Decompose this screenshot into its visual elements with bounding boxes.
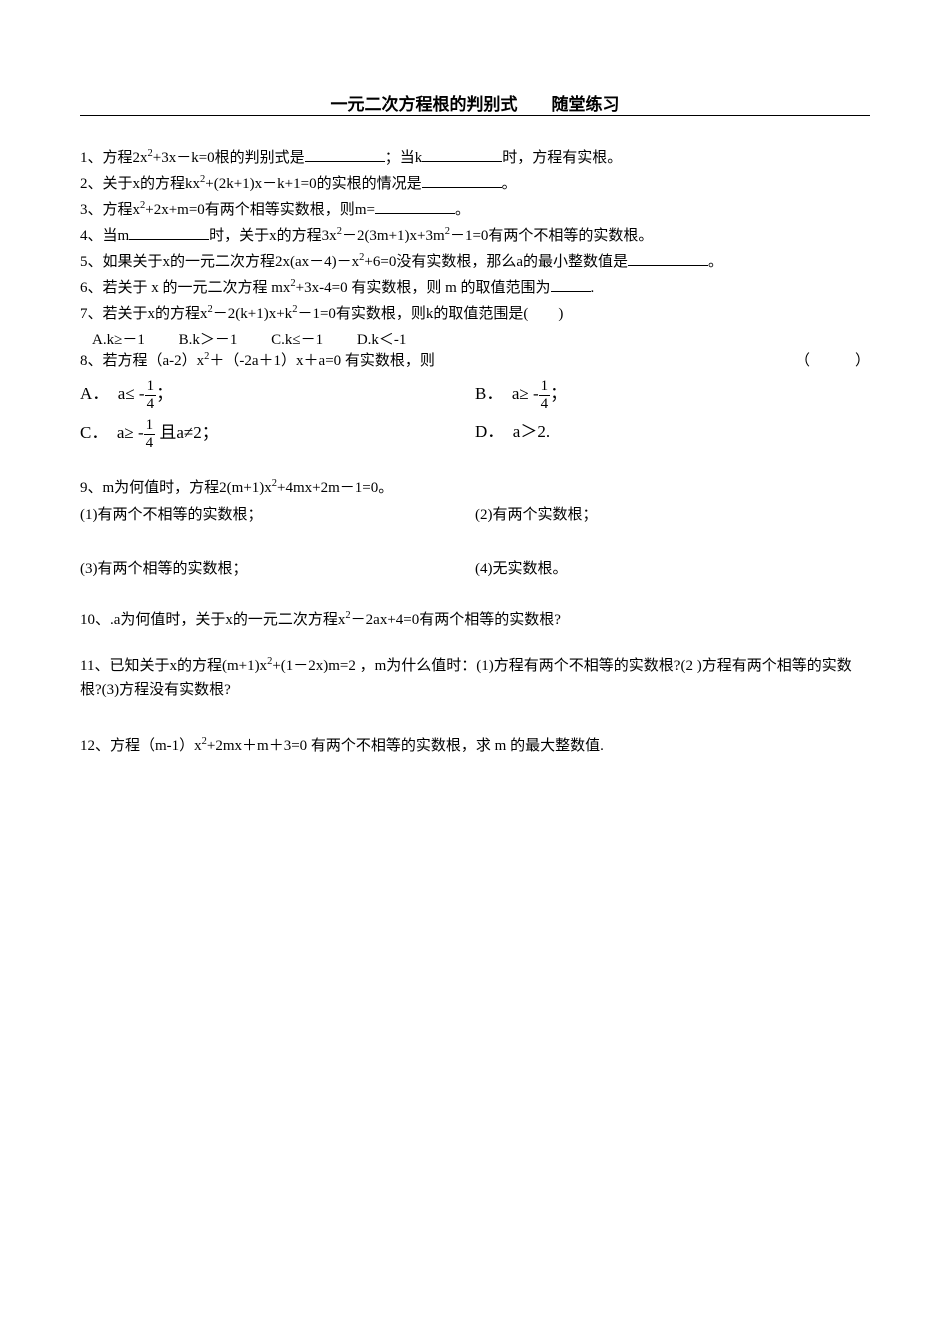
option-c: C． a≥ -14 且a≠2； [80, 417, 475, 451]
numerator: 1 [539, 378, 551, 396]
title-underline: 一元二次方程根的判别式 随堂练习 [80, 90, 870, 116]
problem-9-sub2: (3)有两个相等的实数根； (4)无实数根。 [80, 557, 870, 578]
text: －2(k+1)x+k [213, 306, 292, 322]
option-d: D.k＜-1 [357, 332, 407, 348]
blank [375, 198, 455, 214]
option-c: C.k≤－1 [271, 332, 323, 348]
spacer [80, 634, 870, 654]
text: A． a≤ - [80, 384, 145, 403]
problem-7-options: A.k≥－1 B.k＞－1 C.k≤－1 D.k＜-1 [92, 328, 870, 349]
blank [628, 250, 708, 266]
sub-2: (2)有两个实数根； [475, 503, 870, 524]
problem-11: 11、已知关于x的方程(m+1)x2+(1－2x)m=2 ，m为什么值时：(1)… [80, 654, 870, 702]
text: －1=0有两个不相等的实数根。 [450, 228, 653, 244]
sub-3: (3)有两个相等的实数根； [80, 557, 475, 578]
blank [129, 224, 209, 240]
problem-8: 8、若方程（a-2）x2＋（-2a＋1）x＋a=0 有实数根，则 （ ） [80, 349, 870, 373]
text: 6、若关于 x 的一元二次方程 mx [80, 280, 290, 296]
spacer [80, 524, 870, 554]
text: ＋（-2a＋1）x＋a=0 有实数根，则 [209, 353, 435, 369]
problem-4: 4、当m时，关于x的方程3x2－2(3m+1)x+3m2－1=0有两个不相等的实… [80, 224, 870, 248]
text: 4、当m [80, 228, 129, 244]
text: 。 [502, 176, 517, 192]
problem-5: 5、如果关于x的一元二次方程2x(ax－4)－x2+6=0没有实数根，那么a的最… [80, 250, 870, 274]
spacer [80, 704, 870, 734]
text: 时，关于x的方程3x [209, 228, 337, 244]
text: －1=0有实数根，则k的取值范围是( ) [297, 306, 563, 322]
blank [551, 276, 591, 292]
text: 12、方程（m-1）x [80, 738, 202, 754]
text: C． a≥ - [80, 423, 144, 442]
fraction: 14 [539, 378, 551, 412]
text: 10、.a为何值时，关于x的一元二次方程x [80, 612, 345, 628]
text: 11、已知关于x的方程(m+1)x [80, 658, 267, 674]
blank [422, 172, 502, 188]
text: D． a＞2. [475, 422, 550, 441]
text: ；当k [385, 150, 423, 166]
text: +6=0没有实数根，那么a的最小整数值是 [364, 254, 628, 270]
denominator: 4 [539, 396, 551, 413]
text: 。 [708, 254, 723, 270]
problem-7: 7、若关于x的方程x2－2(k+1)x+k2－1=0有实数根，则k的取值范围是(… [80, 302, 870, 326]
sub-4: (4)无实数根。 [475, 557, 870, 578]
text: ； [550, 384, 567, 403]
numerator: 1 [144, 417, 156, 435]
text: +3x－k=0根的判别式是 [153, 150, 305, 166]
text: B． a≥ - [475, 384, 539, 403]
fraction: 14 [144, 417, 156, 451]
option-d: D． a＞2. [475, 417, 870, 451]
text: 5、如果关于x的一元二次方程2x(ax－4)－x [80, 254, 359, 270]
text: 3、方程x [80, 202, 140, 218]
text: +2x+m=0有两个相等实数根，则m= [145, 202, 375, 218]
text: +(2k+1)x－k+1=0的实根的情况是 [205, 176, 421, 192]
text: －2ax+4=0有两个相等的实数根? [351, 612, 561, 628]
title-row: 一元二次方程根的判别式 随堂练习 [80, 90, 870, 116]
text: 时，方程有实根。 [502, 150, 622, 166]
problem-12: 12、方程（m-1）x2+2mx＋m＋3=0 有两个不相等的实数根，求 m 的最… [80, 734, 870, 758]
text: 8、若方程（a-2）x [80, 353, 204, 369]
spacer [80, 456, 870, 476]
problem-9-sub1: (1)有两个不相等的实数根； (2)有两个实数根； [80, 503, 870, 524]
denominator: 4 [145, 396, 157, 413]
option-b: B． a≥ -14； [475, 378, 870, 412]
text: 。 [455, 202, 470, 218]
blank [305, 146, 385, 162]
problem-10: 10、.a为何值时，关于x的一元二次方程x2－2ax+4=0有两个相等的实数根? [80, 608, 870, 632]
text: 7、若关于x的方程x [80, 306, 208, 322]
problem-8-options-row1: A． a≤ -14； B． a≥ -14； [80, 378, 870, 412]
problem-8-options-row2: C． a≥ -14 且a≠2； D． a＞2. [80, 417, 870, 451]
text: 2、关于x的方程kx [80, 176, 200, 192]
option-b: B.k＞－1 [179, 332, 238, 348]
text: 且a≠2； [155, 423, 219, 442]
title: 一元二次方程根的判别式 随堂练习 [331, 90, 620, 115]
fraction: 14 [145, 378, 157, 412]
option-a: A.k≥－1 [92, 332, 145, 348]
numerator: 1 [145, 378, 157, 396]
spacer [80, 578, 870, 608]
text: +4mx+2m－1=0。 [277, 480, 393, 496]
option-a: A． a≤ -14； [80, 378, 475, 412]
problem-1: 1、方程2x2+3x－k=0根的判别式是；当k时，方程有实根。 [80, 146, 870, 170]
blank [422, 146, 502, 162]
problem-6: 6、若关于 x 的一元二次方程 mx2+3x-4=0 有实数根，则 m 的取值范… [80, 276, 870, 300]
text: ； [156, 384, 173, 403]
paren: （ ） [795, 349, 870, 373]
page: 一元二次方程根的判别式 随堂练习 1、方程2x2+3x－k=0根的判别式是；当k… [0, 0, 950, 820]
denominator: 4 [144, 435, 156, 452]
problem-2: 2、关于x的方程kx2+(2k+1)x－k+1=0的实根的情况是。 [80, 172, 870, 196]
sub-1: (1)有两个不相等的实数根； [80, 503, 475, 524]
text: 9、m为何值时，方程2(m+1)x [80, 480, 272, 496]
text: +3x-4=0 有实数根，则 m 的取值范围为 [296, 280, 551, 296]
problem-3: 3、方程x2+2x+m=0有两个相等实数根，则m=。 [80, 198, 870, 222]
text: －2(3m+1)x+3m [342, 228, 445, 244]
text: 1、方程2x [80, 150, 148, 166]
text: . [591, 280, 595, 296]
problem-9: 9、m为何值时，方程2(m+1)x2+4mx+2m－1=0。 [80, 476, 870, 500]
text: +2mx＋m＋3=0 有两个不相等的实数根，求 m 的最大整数值. [207, 738, 604, 754]
